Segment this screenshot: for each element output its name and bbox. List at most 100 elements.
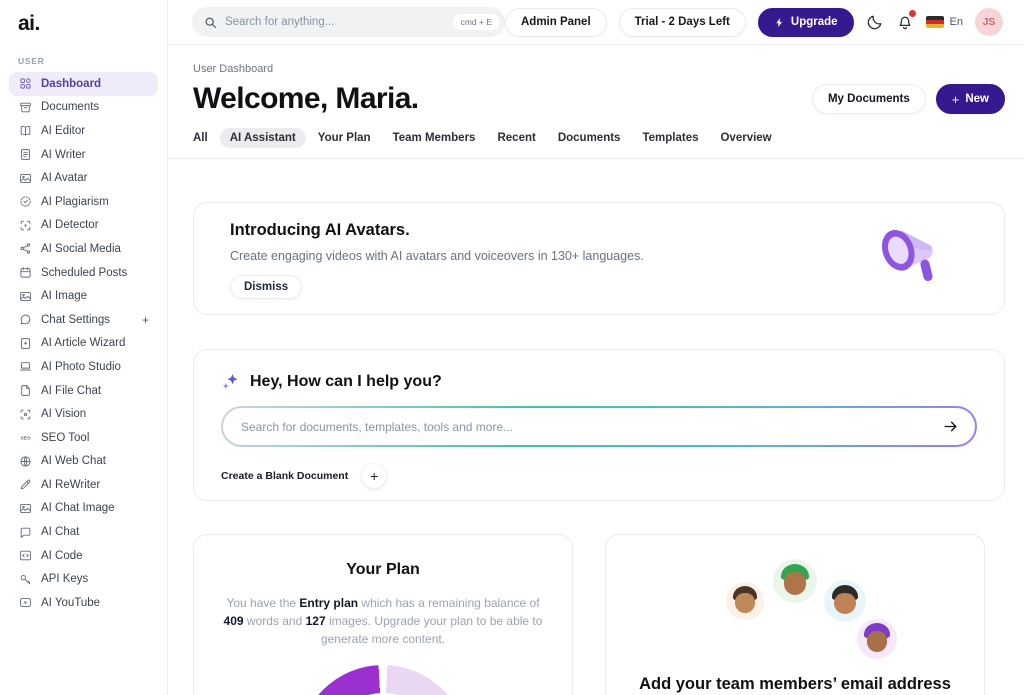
tab-your-plan[interactable]: Your Plan (317, 132, 371, 144)
upgrade-button[interactable]: Upgrade (757, 7, 854, 37)
search-shortcut-badge: cmd + E (452, 14, 500, 30)
sidebar-item-dashboard[interactable]: Dashboard (9, 72, 158, 96)
brand-logo: ai. (18, 12, 40, 35)
sidebar-item-ai-writer[interactable]: AI Writer (9, 143, 158, 167)
megaphone-illustration (881, 229, 933, 282)
dark-mode-toggle[interactable] (866, 13, 884, 31)
plan-title: Your Plan (346, 561, 420, 578)
global-search[interactable]: cmd + E (192, 7, 505, 37)
sidebar-item-ai-file-chat[interactable]: AI File Chat (9, 379, 158, 403)
tab-templates[interactable]: Templates (642, 132, 699, 144)
sidebar-item-ai-article-wizard[interactable]: AI Article Wizard (9, 332, 158, 356)
tab-documents[interactable]: Documents (557, 132, 621, 144)
sidebar-item-ai-vision[interactable]: AI Vision (9, 402, 158, 426)
page-title: Welcome, Maria. (193, 82, 419, 115)
sidebar-item-scheduled-posts[interactable]: Scheduled Posts (9, 261, 158, 285)
chat-square-icon (18, 525, 32, 539)
notification-dot (908, 10, 916, 17)
archive-icon (18, 100, 32, 114)
sidebar-item-api-keys[interactable]: API Keys (9, 567, 158, 591)
key-icon (18, 572, 32, 586)
assistant-card: Hey, How can I help you? Create a Blank … (193, 349, 1006, 501)
calendar-icon (18, 266, 32, 280)
title-actions: My Documents + New (811, 84, 1006, 114)
notifications-button[interactable] (896, 10, 916, 31)
bottom-row: Your Plan You have the Entry plan which … (193, 534, 1005, 695)
book-icon (18, 124, 32, 138)
bolt-icon (776, 17, 782, 27)
sidebar-nav: Dashboard Documents AI Editor AI Writer (0, 72, 167, 615)
create-blank-plus-button[interactable]: + (362, 464, 387, 488)
language-label: En (949, 16, 964, 28)
plus-icon[interactable]: + (141, 312, 149, 327)
laptop-icon (18, 360, 32, 374)
title-row: Welcome, Maria. My Documents + New (193, 82, 1006, 116)
team-member-avatar (857, 619, 897, 659)
tab-recent[interactable]: Recent (497, 132, 536, 144)
sidebar-item-ai-photo-studio[interactable]: AI Photo Studio (9, 355, 158, 379)
assistant-search (221, 406, 978, 447)
file-icon (18, 384, 32, 398)
assistant-heading: Hey, How can I help you? (250, 372, 442, 390)
sidebar-item-ai-image[interactable]: AI Image (9, 284, 158, 308)
your-plan-card: Your Plan You have the Entry plan which … (193, 534, 573, 695)
arrow-right-icon (944, 421, 957, 432)
sidebar-item-ai-youtube[interactable]: AI YouTube (9, 591, 158, 615)
language-selector[interactable]: En (925, 16, 964, 28)
breadcrumb: User Dashboard (193, 63, 274, 75)
submit-arrow-button[interactable] (942, 418, 959, 435)
sidebar-item-ai-plagiarism[interactable]: AI Plagiarism (9, 190, 158, 214)
check-circle-icon (18, 195, 32, 209)
globe-icon (18, 454, 32, 468)
sidebar-item-ai-avatar[interactable]: AI Avatar (9, 166, 158, 190)
search-input[interactable] (225, 16, 445, 28)
vision-icon (18, 407, 32, 421)
team-member-avatar (773, 559, 817, 603)
user-avatar[interactable]: JS (975, 8, 1004, 36)
assistant-header: Hey, How can I help you? (221, 372, 977, 391)
sidebar-item-ai-detector[interactable]: AI Detector (9, 214, 158, 238)
team-heading: Add your team members’ email address (639, 675, 951, 693)
chat-icon (18, 313, 32, 327)
tab-team-members[interactable]: Team Members (392, 132, 476, 144)
play-icon (18, 596, 32, 610)
my-documents-button[interactable]: My Documents (811, 84, 926, 114)
tab-overview[interactable]: Overview (720, 132, 772, 144)
sparkle-icon (222, 373, 238, 389)
team-members-card: Add your team members’ email address (605, 534, 985, 695)
svg-text:SEO: SEO (20, 436, 30, 442)
tab-ai-assistant[interactable]: AI Assistant (219, 128, 306, 148)
admin-panel-button[interactable]: Admin Panel (505, 7, 607, 37)
create-blank-row: Create a Blank Document + (221, 464, 977, 488)
sidebar-item-documents[interactable]: Documents (9, 96, 158, 120)
sidebar-item-ai-chat[interactable]: AI Chat (9, 520, 158, 544)
sidebar-item-ai-code[interactable]: AI Code (9, 544, 158, 568)
sidebar-item-ai-editor[interactable]: AI Editor (9, 119, 158, 143)
wizard-icon (18, 336, 32, 350)
sidebar-item-ai-rewriter[interactable]: AI ReWriter (9, 473, 158, 497)
plan-donut (298, 665, 468, 695)
trial-status-button[interactable]: Trial - 2 Days Left (618, 7, 746, 37)
team-member-avatar (824, 580, 866, 622)
sidebar-item-chat-settings[interactable]: Chat Settings + (9, 308, 158, 332)
tabs: All AI Assistant Your Plan Team Members Rece… (183, 128, 1005, 148)
assistant-search-input[interactable] (241, 419, 943, 434)
dismiss-button[interactable]: Dismiss (230, 275, 303, 299)
sidebar-item-ai-social-media[interactable]: AI Social Media (9, 237, 158, 261)
scan-icon (18, 218, 32, 232)
image-icon (18, 501, 32, 515)
code-icon (18, 549, 32, 563)
sidebar-item-seo-tool[interactable]: SEO SEO Tool (18, 431, 90, 445)
seo-icon: SEO (18, 431, 32, 445)
banner-title: Introducing AI Avatars. (230, 221, 410, 239)
sidebar-item-ai-web-chat[interactable]: AI Web Chat (9, 450, 158, 474)
moon-icon (867, 15, 881, 30)
image-icon (18, 171, 32, 185)
tab-all[interactable]: All (193, 132, 208, 144)
new-button[interactable]: + New (935, 84, 1006, 114)
german-flag-icon (925, 16, 944, 28)
sidebar-item-ai-chat-image[interactable]: AI Chat Image (9, 497, 158, 521)
topbar-actions: Admin Panel Trial - 2 Days Left Upgrade … (505, 7, 1004, 37)
ai-avatars-banner: Introducing AI Avatars. Create engaging … (193, 202, 1006, 315)
